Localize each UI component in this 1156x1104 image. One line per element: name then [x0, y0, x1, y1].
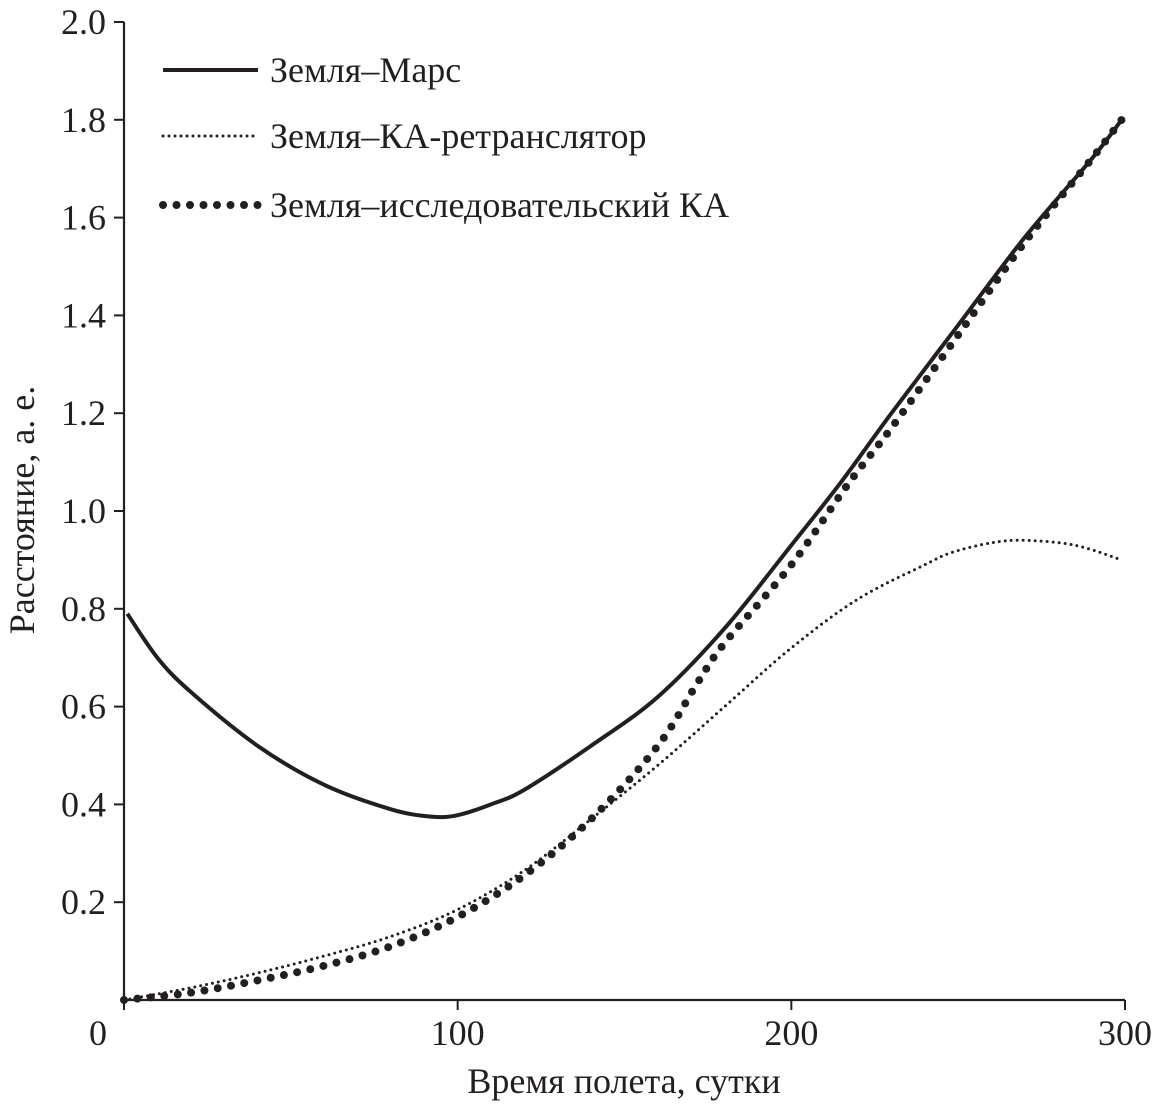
x-tick-label: 300 — [1098, 1013, 1152, 1053]
ticks: 0 100 200 300 0.2 0.4 0.6 0.8 1.0 1.2 1.4 1.6 1.8 2.0 — [61, 2, 1152, 1053]
series-line-3 — [120, 115, 1126, 1004]
legend: Земля–Марс Земля–КА-ретранслятор Земля–исс… — [159, 50, 729, 225]
y-tick-label: 0.8 — [61, 589, 106, 629]
series-line-2 — [122, 538, 1124, 1002]
y-tick-label: 2.0 — [61, 2, 106, 42]
y-tick-label: 1.4 — [61, 295, 106, 335]
y-axis-label: Расстояние, а. е. — [2, 386, 42, 635]
x-tick-label: 0 — [89, 1013, 107, 1053]
x-tick-label: 100 — [431, 1013, 485, 1053]
x-tick-label: 200 — [764, 1013, 818, 1053]
series-group — [120, 115, 1126, 1004]
y-tick-label: 1.0 — [61, 491, 106, 531]
legend-label-1: Земля–Марс — [270, 50, 461, 90]
y-tick-label: 0.6 — [61, 687, 106, 727]
legend-label-2: Земля–КА-ретранслятор — [270, 116, 646, 156]
y-tick-label: 0.2 — [61, 882, 106, 922]
series-line-1 — [125, 118, 1124, 820]
y-tick-label: 1.8 — [61, 100, 106, 140]
x-axis-label: Время полета, сутки — [467, 1061, 780, 1101]
axes — [122, 22, 1125, 1002]
y-tick-label: 1.6 — [61, 198, 106, 238]
legend-label-3: Земля–исследовательский КА — [270, 185, 729, 225]
y-tick-label: 1.2 — [61, 393, 106, 433]
y-tick-label: 0.4 — [61, 784, 106, 824]
